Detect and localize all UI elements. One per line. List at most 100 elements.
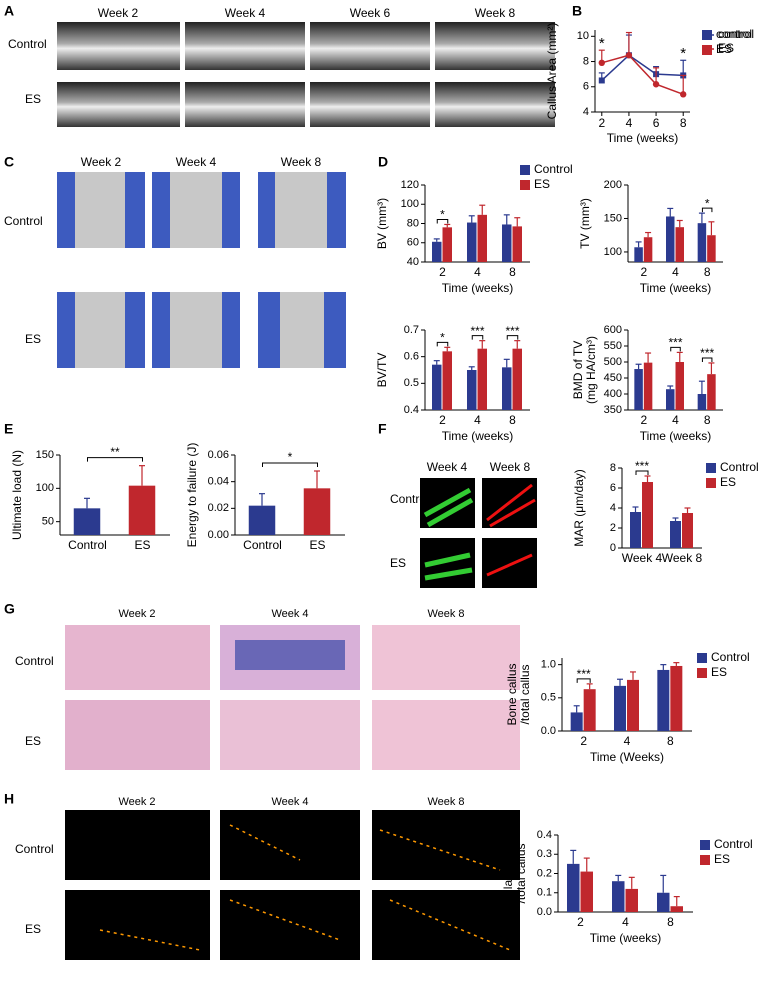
x-tick-label: 4 [626, 116, 633, 130]
significance-label: * [599, 35, 605, 52]
x-tick-label: 8 [509, 265, 516, 279]
panel-letter: H [4, 791, 14, 807]
significance-label: * [440, 208, 445, 222]
x-tick-label: Control [243, 538, 282, 552]
row-label: Control [8, 37, 47, 51]
x-tick-label: 4 [474, 265, 481, 279]
x-tick-label: 4 [474, 413, 481, 427]
x-axis-label: Time (weeks) [640, 281, 712, 295]
x-tick-label: Week 4 [622, 551, 663, 565]
bar [248, 505, 276, 535]
legend-swatch [520, 165, 530, 175]
bar [567, 863, 580, 912]
significance-label: * [440, 331, 445, 345]
y-tick-label: 0.06 [208, 449, 229, 461]
legend-swatch [697, 668, 707, 678]
significance-bracket [701, 357, 713, 362]
legend-label: Control [534, 162, 573, 176]
x-axis-label: Time (weeks) [640, 429, 712, 443]
legend-label: control [718, 27, 754, 41]
y-tick-label: 100 [604, 246, 622, 258]
panel-letter: G [4, 601, 15, 617]
legend-label: ES [534, 177, 550, 191]
point [625, 52, 633, 59]
row-label: ES [390, 556, 406, 570]
y-axis-label: BV (mm³) [375, 198, 389, 249]
y-axis-label: /total callus [518, 664, 532, 724]
bar [707, 235, 716, 262]
bar [128, 485, 156, 535]
x-tick-label: 4 [622, 915, 629, 929]
bar [697, 394, 707, 410]
significance-bracket [436, 218, 449, 224]
point [598, 77, 605, 84]
point [652, 81, 660, 88]
bar [657, 669, 670, 731]
y-tick-label: 0.5 [541, 692, 556, 704]
y-tick-label: 0.00 [208, 529, 229, 541]
y-tick-label: 0.3 [537, 848, 552, 860]
y-tick-label: 150 [36, 449, 54, 461]
bar [634, 369, 643, 410]
y-tick-label: 4 [610, 502, 616, 514]
y-tick-label: 10 [577, 30, 589, 42]
y-tick-label: 0.7 [404, 324, 419, 336]
point [680, 91, 687, 98]
bar [442, 227, 452, 262]
legend-label: ES [718, 41, 734, 55]
panel-letter: A [4, 3, 14, 19]
y-tick-label: 1.0 [541, 659, 556, 671]
y-axis-label: Callus Area (mm²) [545, 23, 559, 120]
y-tick-label: 0.2 [537, 867, 552, 879]
y-tick-label: 550 [604, 340, 622, 352]
bar [666, 216, 675, 262]
bar [643, 362, 653, 410]
y-tick-label: 0.1 [537, 887, 552, 899]
x-axis-label: Time (Weeks) [590, 750, 664, 764]
legend-label: Control [720, 460, 759, 474]
y-tick-label: 0.0 [541, 725, 556, 737]
y-tick-label: 60 [407, 237, 419, 249]
y-tick-label: 100 [36, 482, 54, 494]
x-tick-label: 2 [577, 915, 584, 929]
series-line [601, 54, 684, 96]
column-label: Week 6 [350, 6, 391, 20]
bar [612, 881, 625, 912]
bar [442, 351, 452, 410]
significance-label: *** [505, 324, 519, 338]
y-tick-label: 400 [604, 388, 622, 400]
y-axis-label: Bone callus [505, 663, 519, 725]
x-tick-label: 8 [667, 734, 674, 748]
legend-label: ES [711, 665, 727, 679]
column-label: Week 4 [176, 155, 217, 169]
x-tick-label: 4 [672, 413, 679, 427]
significance-label: *** [470, 324, 484, 338]
bar [502, 224, 512, 262]
significance-bracket [436, 341, 449, 347]
y-axis-label: BV/TV [375, 353, 389, 388]
bar [432, 241, 442, 262]
row-label: Control [15, 842, 54, 856]
x-tick-label: 8 [704, 265, 711, 279]
y-tick-label: 4 [583, 106, 589, 118]
significance-bracket [506, 335, 519, 340]
legend-label: Control [714, 837, 753, 851]
x-tick-label: 8 [667, 915, 674, 929]
column-label: Week 2 [118, 796, 155, 808]
bar [502, 367, 512, 410]
x-tick-label: 2 [640, 413, 647, 427]
y-tick-label: 6 [583, 81, 589, 93]
x-tick-label: 6 [653, 116, 660, 130]
legend-swatch [697, 653, 707, 663]
y-tick-label: 50 [42, 516, 54, 528]
bar [642, 482, 653, 548]
bar [682, 513, 693, 548]
significance-bracket [87, 457, 143, 462]
y-tick-label: 6 [610, 482, 616, 494]
column-label: Week 8 [475, 6, 516, 20]
x-tick-label: 2 [439, 413, 446, 427]
bar [630, 512, 641, 548]
row-label: Control [4, 214, 43, 228]
row-label: ES [25, 92, 41, 106]
